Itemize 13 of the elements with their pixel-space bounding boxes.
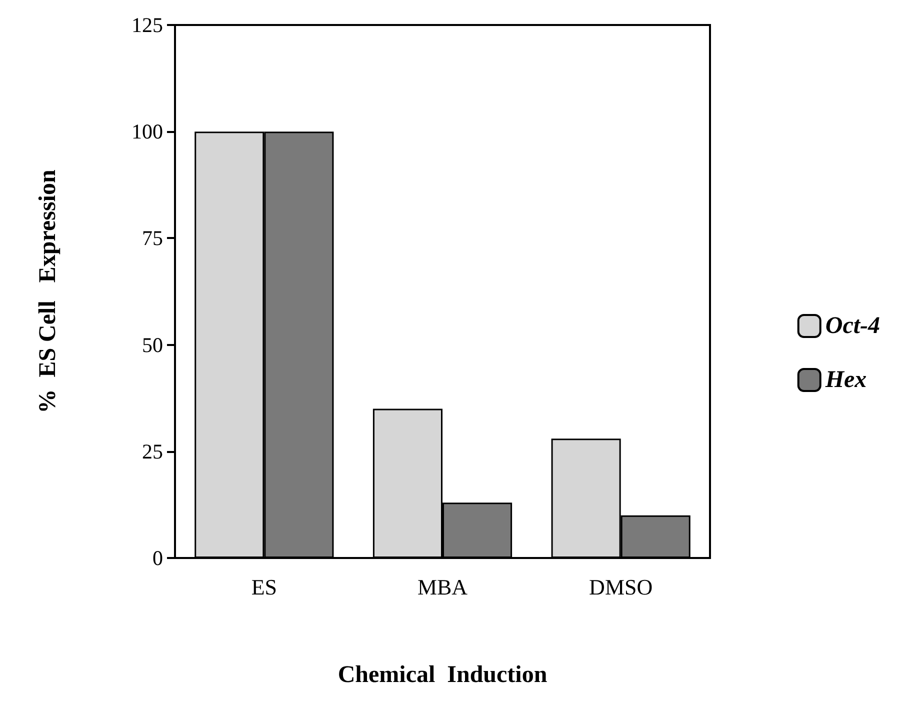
y-tick-label: 50 (142, 332, 163, 357)
legend-label: Oct-4 (825, 313, 880, 339)
y-tick-label: 75 (142, 226, 163, 250)
y-tick-label: 100 (132, 120, 163, 144)
legend-label: Hex (824, 367, 867, 393)
x-tick-label: ES (251, 574, 278, 600)
x-tick-label: DMSO (589, 574, 653, 600)
y-tick-label: 0 (152, 546, 163, 570)
y-tick-label: 125 (132, 13, 163, 37)
x-axis-title: Chemical Induction (338, 662, 548, 688)
x-tick-label: MBA (417, 574, 468, 600)
y-tick-label: 25 (142, 439, 163, 464)
y-axis-title: % ES Cell Expression (35, 170, 61, 414)
